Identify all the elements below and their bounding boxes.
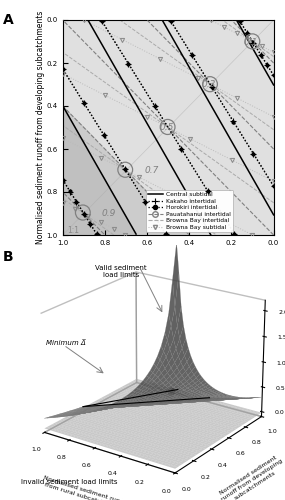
Text: 0.7: 0.7 [144, 166, 158, 175]
Text: 1:1: 1:1 [67, 226, 79, 235]
Y-axis label: Normalised sediment
runoff from developing
subcatchments: Normalised sediment runoff from developi… [217, 454, 285, 500]
Legend: Central subtidal, Kakaho intertidal, Horokiri intertidal, Pauatahanui intertidal: Central subtidal, Kakaho intertidal, Hor… [146, 190, 233, 232]
Text: 0.1: 0.1 [244, 38, 258, 46]
Text: 0.3: 0.3 [201, 80, 216, 90]
Text: Minimum Δ̅: Minimum Δ̅ [46, 340, 86, 346]
Text: A: A [3, 12, 14, 26]
Text: Invalid sediment load limits: Invalid sediment load limits [21, 479, 117, 485]
Y-axis label: Normalised sediment runoff from developing subcatchments: Normalised sediment runoff from developi… [36, 11, 45, 244]
Text: 0.5: 0.5 [159, 123, 174, 132]
Text: B: B [3, 250, 13, 264]
X-axis label: Normalised sediment runoff from rural subcatchments: Normalised sediment runoff from rural su… [64, 247, 273, 256]
X-axis label: Normalised sediment runoff
from rural subcatchments: Normalised sediment runoff from rural su… [41, 476, 129, 500]
Text: Valid sediment
load limits: Valid sediment load limits [95, 265, 147, 278]
Text: 0.9: 0.9 [102, 209, 116, 218]
